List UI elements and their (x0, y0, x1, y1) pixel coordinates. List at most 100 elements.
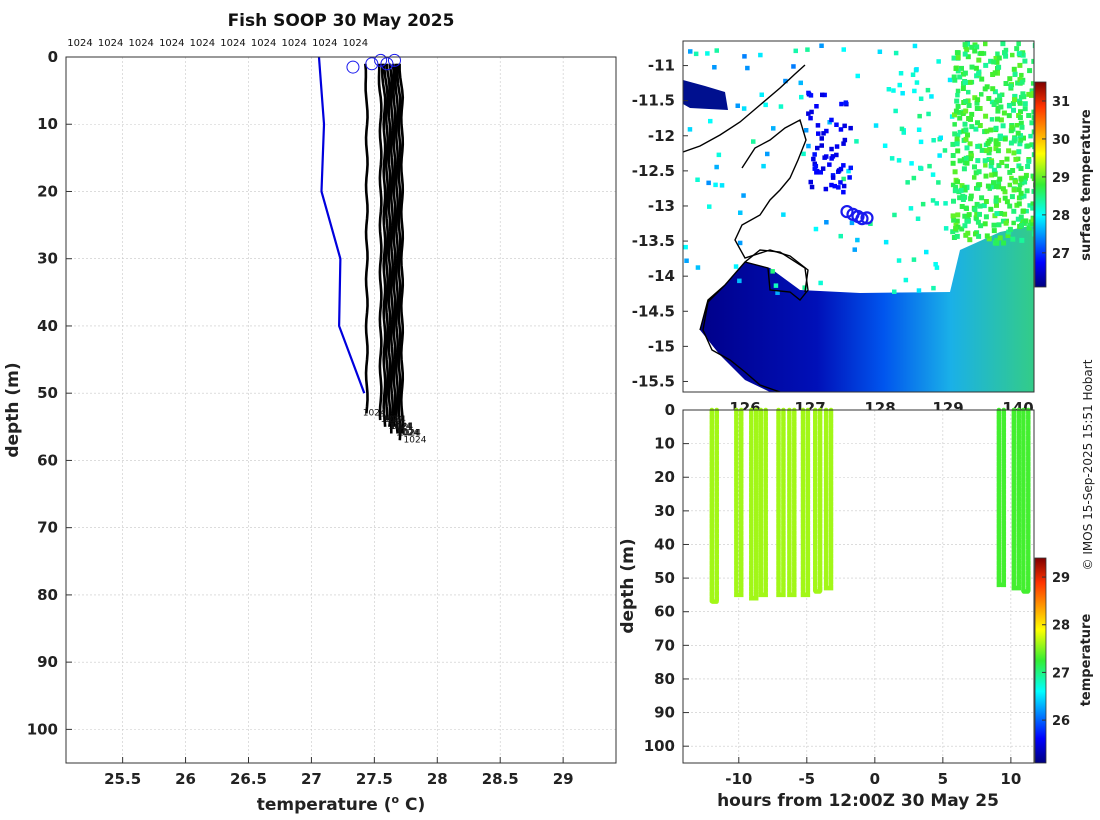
sst-pixel (1026, 91, 1032, 97)
cast-y-tick-label: 0 (665, 401, 675, 419)
sst-pixel (818, 170, 823, 175)
sst-pixel (712, 65, 717, 70)
sst-pixel (983, 163, 988, 168)
sst-pixel (999, 92, 1005, 97)
sst-pixel (917, 113, 922, 119)
sst-pixel (995, 116, 1000, 122)
sst-pixel (993, 195, 999, 201)
map-latitude-tick-label: -11 (648, 57, 675, 75)
sst-pixel (1002, 195, 1008, 201)
sst-pixel (958, 187, 964, 193)
sst-pixel (930, 172, 936, 177)
sst-pixel (716, 152, 722, 158)
surface-marker (346, 60, 360, 74)
sst-pixel (1006, 113, 1012, 119)
chart-title: Fish SOOP 30 May 2025 (228, 11, 455, 31)
sst-pixel (1017, 115, 1023, 120)
sst-pixel (960, 197, 966, 202)
sst-pixel (993, 141, 999, 147)
sst-colorbar-ticks: 31 30 29 28 27 (1042, 95, 1070, 262)
sst-pixel (1002, 211, 1008, 217)
sst-pixel (896, 258, 902, 263)
surface-markers (346, 53, 401, 74)
sst-pixel (968, 193, 974, 199)
sst-pixel (1011, 208, 1017, 214)
sea-temperature-field (700, 225, 1034, 392)
surface-marker (387, 53, 401, 67)
cast-x-tick-label: -10 (725, 770, 752, 788)
sst-pixel (910, 72, 916, 77)
sst-pixel (822, 92, 827, 98)
sst-pixel (983, 214, 989, 220)
sst-pixel (915, 216, 921, 221)
map-latitude-tick-label: -15.5 (632, 372, 675, 390)
sst-pixel (1024, 208, 1029, 214)
profile-end-label: 1024 (390, 422, 413, 432)
sst-pixel (836, 185, 841, 190)
cast-y-tick-label: 10 (654, 435, 675, 453)
sst-colorbar-label: surface temperature (1079, 109, 1094, 261)
sst-pixel (955, 50, 961, 56)
sst-pixel (969, 64, 975, 70)
sst-pixel (1022, 175, 1028, 181)
sst-pixel (997, 235, 1003, 241)
sst-pixel (1010, 236, 1016, 242)
sst-pixel (742, 54, 747, 59)
profile-line (385, 63, 392, 427)
sst-pixel (842, 123, 847, 129)
sst-pixel (759, 92, 764, 97)
profile-line (398, 63, 405, 434)
sst-pixel (868, 221, 873, 226)
sst-pixel (974, 106, 980, 111)
cast-x-tick-label: 10 (1000, 770, 1021, 788)
temperature-colorbar-tick-label: 27 (1052, 666, 1070, 681)
cast-profile (823, 407, 834, 591)
sst-pixel (925, 87, 931, 93)
map-latitude-tick-label: -12.5 (632, 162, 675, 180)
sst-pixel (991, 222, 997, 228)
sst-pixel (706, 180, 711, 186)
sst-pixel (1021, 135, 1026, 141)
sst-pixel (903, 277, 909, 283)
sst-pixel (1029, 120, 1034, 126)
sst-pixel (877, 49, 883, 54)
sst-pixel (812, 166, 817, 171)
sst-pixel (1027, 68, 1033, 74)
sst-pixel (963, 155, 969, 161)
sst-pixel (1009, 124, 1015, 130)
sst-pixel (778, 104, 784, 109)
sst-pixel (994, 240, 1000, 246)
sst-pixel (978, 223, 984, 229)
sst-colorbar-tick-label: 29 (1052, 171, 1070, 186)
sst-pixel (1018, 137, 1024, 143)
sst-pixel (1013, 156, 1019, 162)
map-frame (682, 40, 1035, 393)
sst-pixel (1000, 218, 1006, 224)
sst-pixel (1003, 220, 1009, 226)
sst-pixel (695, 265, 701, 270)
sst-pixel (950, 213, 956, 219)
sst-pixel (1022, 106, 1028, 112)
sst-pixel (959, 204, 965, 209)
temperature-colorbar-tick-label: 28 (1052, 619, 1070, 634)
sst-pixel (984, 84, 990, 90)
sst-pixel (988, 163, 994, 169)
sst-pixel (952, 112, 957, 118)
sst-pixel (763, 102, 768, 108)
sst-pixel (1025, 143, 1031, 149)
sst-pixel (1022, 101, 1028, 107)
sst-pixel (992, 70, 998, 76)
sst-pixel (719, 183, 725, 188)
sst-pixel (1003, 81, 1009, 86)
sst-pixel (995, 51, 1000, 56)
sst-pixel (735, 103, 740, 108)
sst-pixel (901, 130, 906, 135)
sst-pixel (1016, 201, 1022, 207)
sst-pixel (962, 70, 968, 76)
sst-pixel (988, 58, 994, 64)
profile-end-label: 1024 (383, 415, 406, 425)
profile-y-tick-label: 0 (48, 48, 58, 66)
sst-pixel (983, 41, 988, 47)
profile-x-tick-label: 26.5 (230, 770, 267, 788)
